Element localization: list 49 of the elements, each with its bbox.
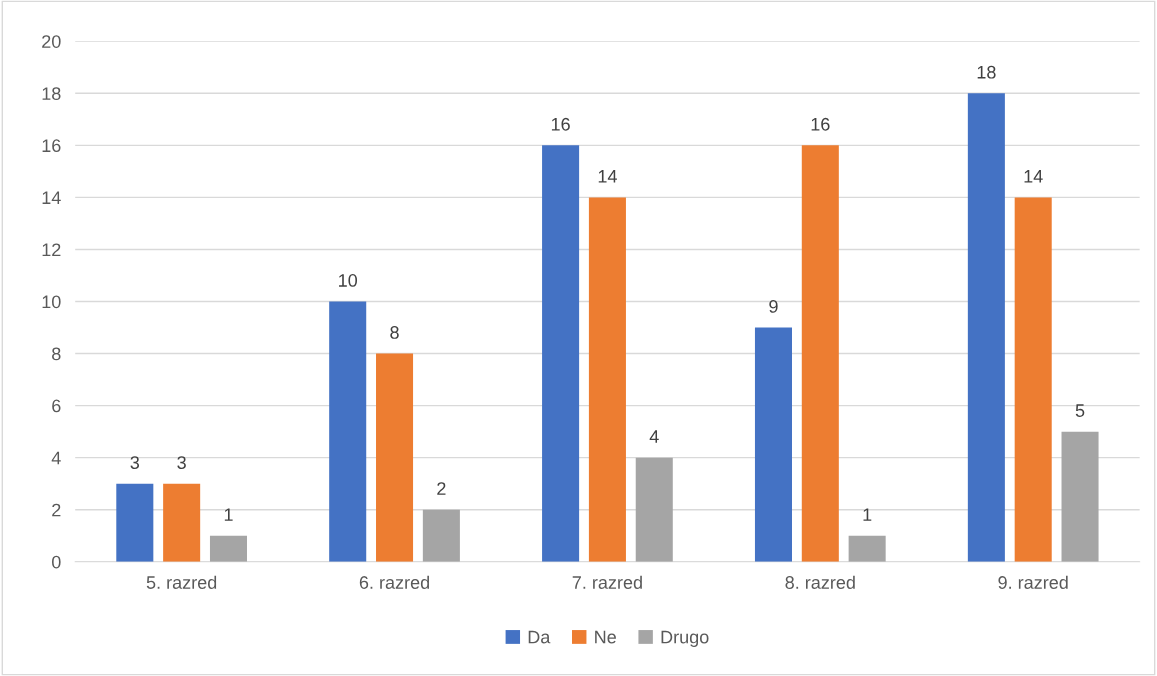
x-tick-label: 7. razred — [572, 575, 642, 589]
data-label: 18 — [977, 65, 996, 79]
data-label: 4 — [649, 430, 659, 443]
y-tick-label: 12 — [42, 243, 61, 256]
y-tick-label: 20 — [42, 35, 61, 48]
data-label: 3 — [177, 456, 186, 469]
data-label: 3 — [130, 456, 140, 469]
bar — [1014, 197, 1052, 562]
y-tick-label: 18 — [42, 87, 61, 101]
data-label: 2 — [437, 482, 446, 495]
data-label: 14 — [1024, 170, 1043, 183]
data-label: 16 — [811, 117, 830, 131]
bar — [754, 327, 792, 562]
bar — [967, 93, 1005, 562]
bar — [1061, 431, 1099, 562]
data-label: 9 — [769, 300, 778, 313]
x-tick-label: 9. razred — [998, 575, 1068, 589]
bar — [116, 483, 154, 562]
bar — [588, 197, 626, 562]
legend-label: Ne — [595, 630, 616, 644]
bar — [329, 301, 367, 562]
legend-label: Drugo — [661, 630, 709, 647]
data-label: 5 — [1075, 404, 1085, 417]
x-tick-label: 5. razred — [146, 575, 217, 589]
bar — [801, 145, 839, 562]
y-tick-label: 10 — [42, 295, 61, 309]
y-tick-label: 8 — [52, 347, 61, 361]
y-tick-label: 0 — [51, 555, 61, 569]
data-label: 14 — [598, 170, 617, 183]
bar — [848, 535, 886, 562]
bar — [209, 535, 248, 562]
data-label: 1 — [863, 508, 872, 521]
data-label: 8 — [390, 326, 399, 339]
bar — [163, 483, 201, 562]
y-tick-label: 2 — [52, 503, 61, 517]
data-label: 10 — [339, 274, 358, 287]
legend-label: Da — [528, 630, 551, 644]
bar — [635, 457, 673, 562]
data-label: 16 — [551, 117, 570, 131]
bar — [542, 145, 580, 562]
y-tick-label: 4 — [51, 451, 61, 465]
bar — [376, 353, 414, 562]
data-label: 1 — [224, 508, 233, 521]
bar — [422, 509, 460, 562]
x-tick-label: 6. razred — [359, 575, 429, 589]
x-tick-label: 8. razred — [785, 575, 855, 589]
y-tick-label: 6 — [52, 399, 61, 413]
y-tick-label: 16 — [42, 139, 61, 153]
y-tick-label: 14 — [42, 191, 61, 204]
